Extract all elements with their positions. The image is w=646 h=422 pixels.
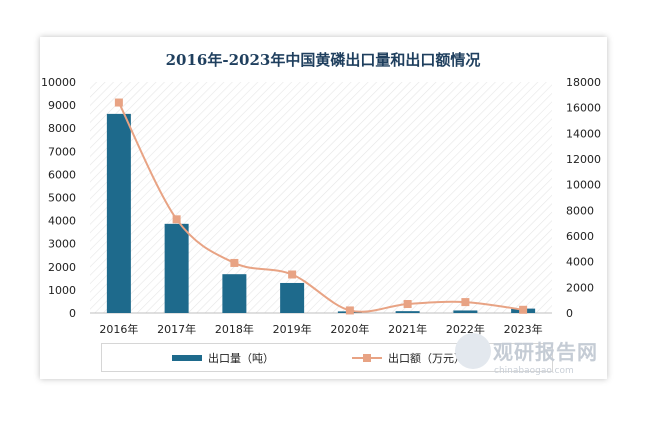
- legend-swatch-bar: [172, 354, 202, 361]
- bar-export-volume: [395, 311, 420, 313]
- line-marker-export-value: [172, 215, 181, 224]
- legend-item-volume: 出口量（吨）: [172, 344, 274, 371]
- y-left-tick-label: 8000: [48, 122, 76, 135]
- y-left-tick-label: 4000: [48, 215, 76, 228]
- y-right-tick-label: 14000: [566, 127, 601, 140]
- legend-item-value: 出口额（万元）: [352, 344, 465, 371]
- y-left-tick-label: 1000: [48, 284, 76, 297]
- y-right-tick-label: 8000: [566, 204, 594, 217]
- x-tick-label: 2023年: [504, 322, 543, 336]
- bar-export-volume: [222, 274, 247, 313]
- legend-swatch-line: [352, 353, 382, 363]
- line-marker-export-value: [461, 298, 470, 307]
- chart-title: 2016年-2023年中国黄磷出口量和出口额情况: [165, 51, 481, 69]
- plot-area: [90, 82, 552, 313]
- legend-label-value: 出口额（万元）: [388, 351, 465, 365]
- x-tick-label: 2017年: [157, 322, 196, 336]
- y-right-tick-label: 4000: [566, 256, 594, 269]
- y-right-tick-label: 18000: [566, 76, 601, 89]
- y-right-tick-label: 16000: [566, 102, 601, 115]
- bar-export-volume: [453, 310, 478, 313]
- y-left-tick-label: 9000: [48, 99, 76, 112]
- watermark-logo-icon: [455, 333, 491, 369]
- y-left-tick-label: 5000: [48, 192, 76, 205]
- y-left-tick-label: 10000: [41, 76, 76, 89]
- x-tick-label: 2019年: [273, 322, 312, 336]
- y-left-tick-label: 6000: [48, 168, 76, 181]
- x-tick-label: 2021年: [388, 322, 427, 336]
- line-marker-export-value: [288, 270, 297, 279]
- line-marker-export-value: [345, 306, 354, 315]
- y-right-tick-label: 0: [566, 307, 573, 320]
- bar-export-volume: [280, 282, 305, 313]
- y-left-tick-label: 7000: [48, 145, 76, 158]
- y-right-tick-label: 6000: [566, 230, 594, 243]
- y-left-tick-label: 2000: [48, 261, 76, 274]
- line-marker-export-value: [230, 258, 239, 267]
- x-tick-label: 2022年: [446, 322, 485, 336]
- legend-label-volume: 出口量（吨）: [208, 351, 274, 365]
- y-right-tick-label: 10000: [566, 179, 601, 192]
- bar-export-volume: [106, 113, 131, 314]
- line-marker-export-value: [114, 98, 123, 107]
- y-left-tick-label: 3000: [48, 238, 76, 251]
- x-tick-label: 2016年: [99, 322, 138, 336]
- line-marker-export-value: [519, 305, 528, 314]
- x-tick-label: 2020年: [330, 322, 369, 336]
- bar-export-volume: [164, 223, 189, 313]
- y-right-tick-label: 2000: [566, 281, 594, 294]
- x-tick-label: 2018年: [215, 322, 254, 336]
- watermark-brand: 观研报告网: [493, 340, 598, 364]
- watermark: 观研报告网 chinabaogao.com: [455, 333, 615, 383]
- line-marker-export-value: [403, 300, 412, 309]
- watermark-url: chinabaogao.com: [494, 366, 574, 376]
- y-left-tick-label: 0: [69, 307, 76, 320]
- y-right-tick-label: 12000: [566, 153, 601, 166]
